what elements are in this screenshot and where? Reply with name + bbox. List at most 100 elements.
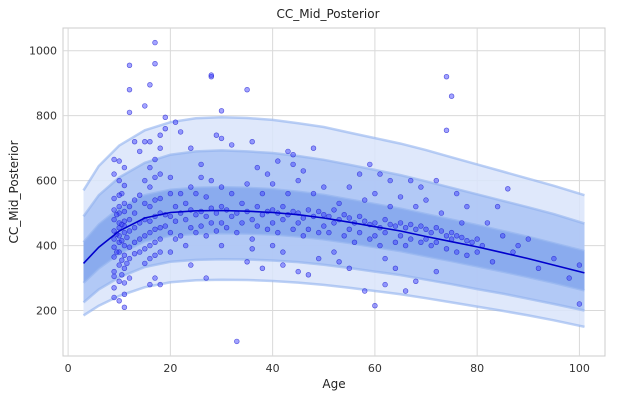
data-point	[433, 239, 439, 246]
data-point	[305, 226, 312, 233]
data-point	[316, 229, 322, 236]
y-tick-label: 400	[36, 240, 57, 253]
data-point	[413, 203, 419, 210]
data-point	[193, 229, 199, 236]
data-point	[152, 174, 158, 181]
data-point	[346, 184, 352, 190]
data-point	[382, 255, 388, 262]
data-point	[443, 73, 450, 80]
data-point	[418, 239, 424, 246]
data-point	[119, 190, 125, 197]
data-point	[454, 249, 460, 255]
data-point	[218, 242, 225, 249]
data-point	[137, 249, 143, 255]
data-point	[551, 255, 557, 262]
data-point	[198, 174, 204, 181]
data-point	[111, 273, 117, 280]
data-point	[321, 184, 327, 190]
data-point	[336, 259, 342, 265]
centile-edge-p03	[82, 278, 585, 329]
data-point	[147, 139, 153, 145]
band-25-75	[83, 187, 585, 291]
data-point	[152, 39, 158, 46]
data-point	[111, 294, 117, 301]
data-point	[448, 229, 455, 236]
data-point	[157, 195, 163, 202]
x-tick-label: 80	[470, 362, 484, 375]
data-point	[433, 268, 439, 275]
data-point	[126, 86, 133, 93]
data-point	[428, 242, 434, 249]
data-point	[213, 132, 220, 138]
data-point	[448, 93, 455, 99]
data-point	[295, 220, 301, 226]
x-tick-label: 0	[65, 362, 72, 375]
data-point	[408, 236, 414, 242]
data-point	[269, 220, 276, 226]
data-point	[443, 127, 450, 134]
data-point	[290, 152, 296, 158]
centile-edge-p97	[82, 116, 585, 197]
data-point	[310, 145, 317, 151]
data-point	[249, 139, 255, 145]
data-point	[254, 164, 260, 171]
data-point	[413, 278, 419, 284]
data-point	[116, 177, 122, 184]
data-point	[121, 229, 128, 236]
data-point	[119, 221, 125, 228]
data-point	[443, 246, 450, 252]
data-point	[208, 73, 215, 80]
data-point	[126, 62, 133, 69]
data-point	[152, 197, 158, 203]
data-point	[316, 255, 322, 262]
data-point	[438, 228, 445, 234]
data-point	[157, 281, 163, 288]
data-point	[131, 251, 138, 257]
data-point	[147, 184, 153, 190]
data-point	[305, 207, 312, 213]
data-point	[119, 238, 125, 244]
data-point	[147, 203, 153, 210]
data-point	[131, 197, 138, 203]
data-point	[111, 216, 117, 223]
data-point	[203, 213, 209, 220]
data-point	[152, 156, 158, 163]
data-point	[121, 182, 128, 189]
data-point	[152, 275, 158, 281]
data-point	[116, 239, 122, 246]
data-point	[177, 129, 184, 135]
data-point	[203, 194, 209, 200]
data-point	[157, 171, 163, 177]
data-point	[377, 171, 383, 177]
x-axis-label: Age	[322, 377, 345, 391]
data-point	[331, 249, 337, 255]
data-point	[167, 213, 174, 220]
data-point	[124, 234, 130, 241]
data-point	[433, 177, 439, 184]
data-point	[336, 200, 342, 207]
data-point	[244, 259, 250, 265]
data-point	[469, 239, 475, 246]
data-point	[264, 226, 271, 233]
data-point	[397, 220, 404, 226]
data-point	[382, 216, 388, 223]
data-point	[438, 210, 445, 216]
data-point	[111, 244, 117, 250]
data-point	[229, 213, 235, 220]
data-point	[131, 139, 138, 145]
data-point	[428, 229, 434, 236]
data-point	[280, 203, 286, 210]
data-point	[188, 262, 194, 268]
data-point	[121, 242, 128, 249]
data-point	[377, 242, 383, 249]
data-point	[126, 216, 133, 223]
data-point	[208, 177, 215, 184]
data-point	[356, 171, 363, 177]
data-point	[295, 177, 301, 184]
data-point	[183, 216, 189, 223]
data-point	[423, 226, 429, 233]
centile-edge-p10	[82, 257, 585, 312]
data-point	[142, 233, 148, 239]
data-point	[316, 208, 322, 215]
data-point	[116, 262, 122, 268]
